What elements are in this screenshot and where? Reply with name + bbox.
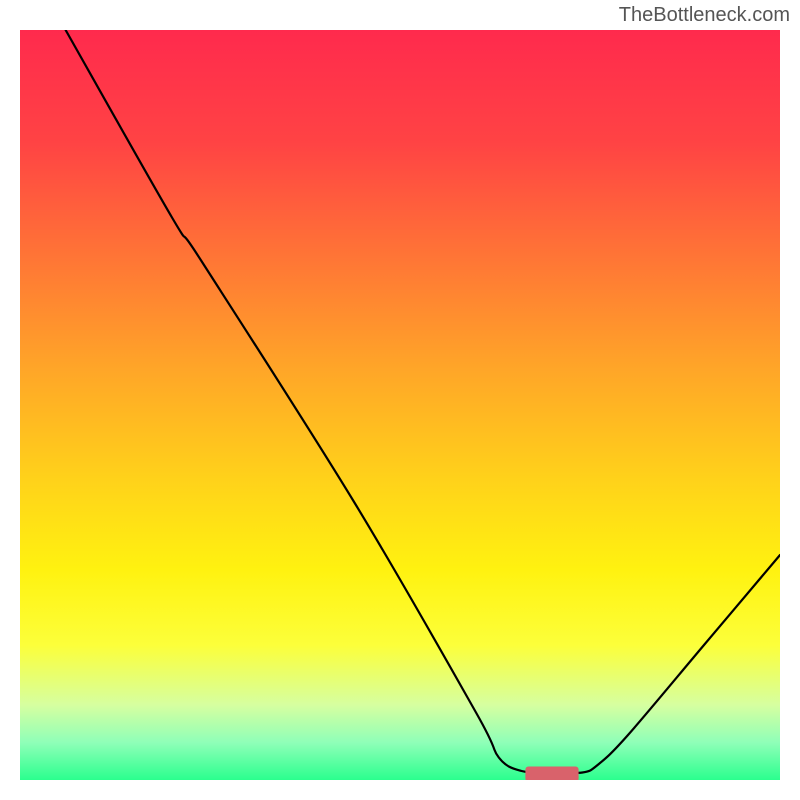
optimal-marker (525, 767, 578, 781)
watermark-text: TheBottleneck.com (619, 4, 790, 27)
chart-svg (20, 30, 780, 780)
chart-background (20, 30, 780, 780)
bottleneck-chart (20, 30, 780, 780)
